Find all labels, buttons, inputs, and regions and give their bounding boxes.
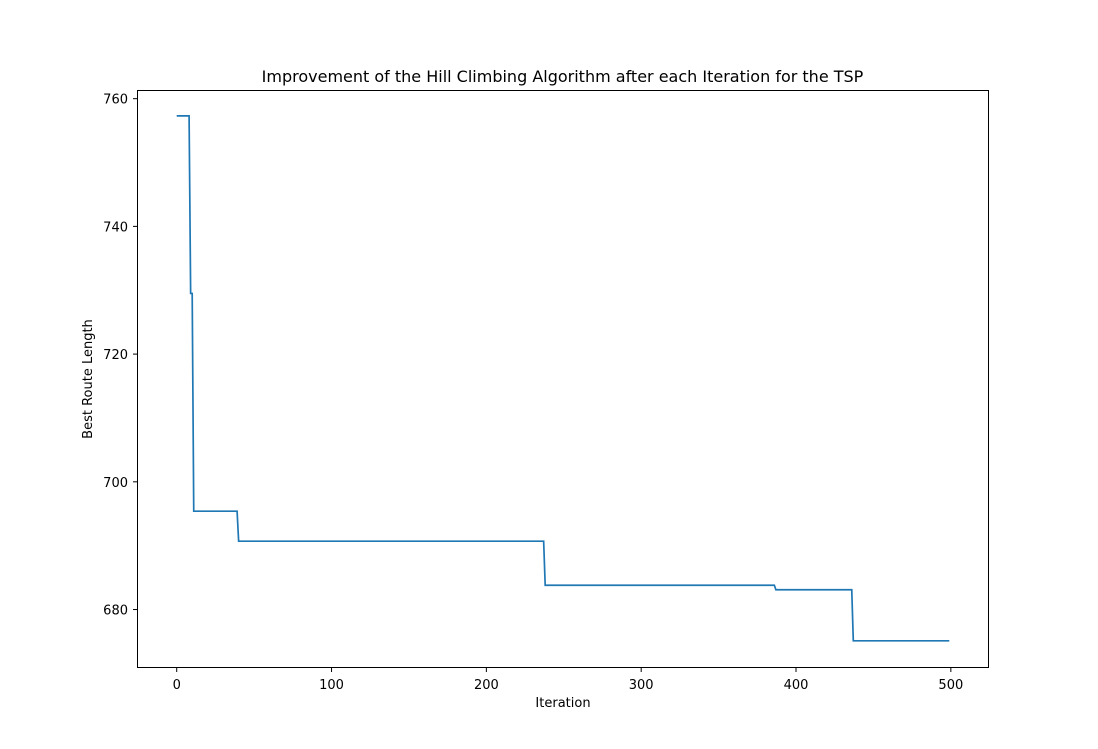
x-tick-label: 300 — [629, 678, 654, 693]
x-tick-label: 500 — [938, 678, 963, 693]
y-axis-label: Best Route Length — [81, 319, 96, 439]
y-tick-label: 740 — [103, 220, 128, 235]
x-tick-label: 400 — [784, 678, 809, 693]
x-tick-label: 200 — [474, 678, 499, 693]
plot-area — [176, 115, 950, 642]
x-axis-label: Iteration — [535, 696, 590, 711]
y-tick-label: 700 — [103, 476, 128, 491]
chart-title: Improvement of the Hill Climbing Algorit… — [262, 67, 864, 86]
series-line-best-route-length — [176, 115, 950, 642]
y-tick-label: 720 — [103, 348, 128, 363]
y-axis-ticks: 680 700 720 740 760 — [103, 93, 138, 619]
y-tick-label: 760 — [103, 93, 128, 108]
x-tick-label: 100 — [319, 678, 344, 693]
plot-frame — [137, 90, 989, 668]
x-tick-label: 0 — [173, 678, 181, 693]
y-tick-label: 680 — [103, 604, 128, 619]
x-axis-ticks: 0 100 200 300 400 500 — [173, 667, 963, 693]
